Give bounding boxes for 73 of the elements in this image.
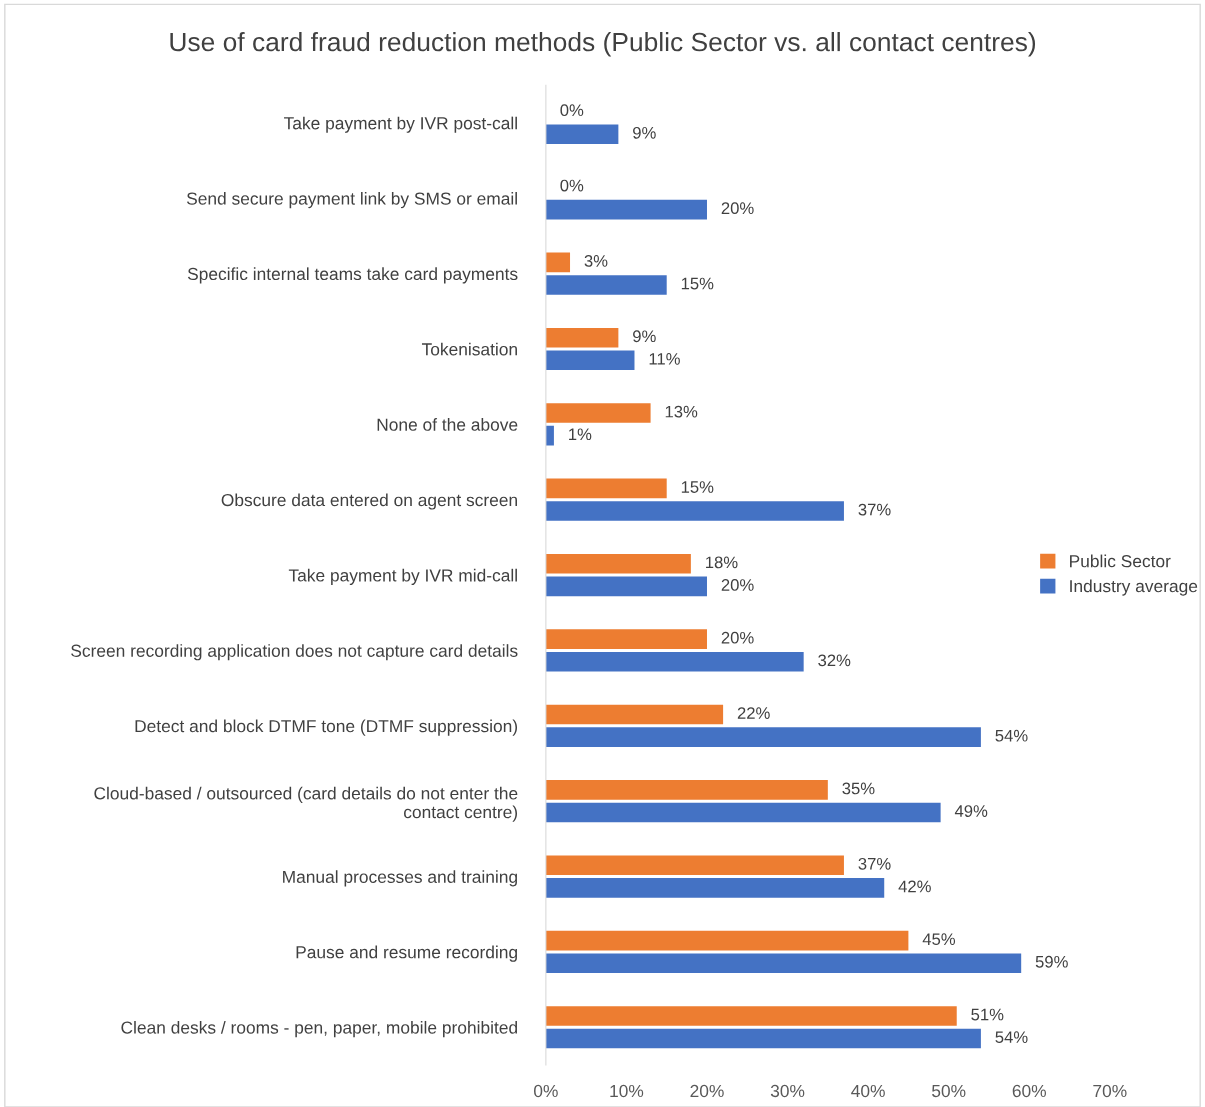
data-label: 1% xyxy=(569,428,592,441)
data-label: 15% xyxy=(681,277,714,290)
data-label: 20% xyxy=(721,579,754,591)
bar xyxy=(545,576,707,597)
y-tick-label: Clean desks / rooms - pen, paper, mobile prohibited xyxy=(121,1020,517,1038)
bar xyxy=(545,478,667,499)
data-label: 35% xyxy=(842,782,875,795)
bar xyxy=(545,275,667,295)
y-tick-label: Specific internal teams take card payments xyxy=(187,267,518,284)
bar xyxy=(545,124,619,145)
data-label: 3% xyxy=(584,255,608,267)
data-label: 20% xyxy=(721,631,754,644)
data-label: 37% xyxy=(858,857,891,870)
bar xyxy=(545,403,651,423)
x-tick-label: 30% xyxy=(770,1084,805,1098)
y-tick-label: Send secure payment link by SMS or email xyxy=(186,191,517,209)
x-tick-label: 60% xyxy=(1012,1084,1046,1098)
bar xyxy=(545,651,804,672)
bar xyxy=(545,855,844,876)
bar xyxy=(545,1028,981,1049)
bar xyxy=(545,704,724,725)
y-tick-label: None of the above xyxy=(377,418,518,431)
data-label: 22% xyxy=(737,707,770,719)
y-tick-label: Pause and resume recording xyxy=(296,945,517,962)
data-label: 51% xyxy=(971,1008,1004,1021)
data-label: 20% xyxy=(721,202,754,215)
chart-title: Use of card fraud reduction methods (Public Sector vs. all contact centres) xyxy=(170,31,1036,57)
y-tick-label: Detect and block DTMF tone (DTMF suppression) xyxy=(135,719,518,736)
data-label: 9% xyxy=(633,330,656,343)
bar xyxy=(545,501,844,521)
data-label: 18% xyxy=(706,556,738,569)
bar xyxy=(545,727,981,747)
bar xyxy=(545,199,707,220)
bar xyxy=(545,350,635,371)
x-tick-label: 10% xyxy=(610,1084,644,1098)
y-tick-label: Take payment by IVR mid-call xyxy=(288,568,517,585)
x-tick-label: 20% xyxy=(690,1084,724,1098)
bar xyxy=(545,252,571,273)
data-label: 9% xyxy=(633,126,656,139)
data-label: 32% xyxy=(818,654,851,667)
bar xyxy=(545,1006,957,1026)
y-tick-label: Take payment by IVR post-call xyxy=(284,116,517,133)
y-tick-label: Obscure data entered on agent screen xyxy=(221,493,517,510)
data-label: 0% xyxy=(560,104,584,117)
y-tick-label: Cloud-based / outsourced (card details do not enter the contact centre) xyxy=(94,786,518,822)
data-label: 11% xyxy=(649,353,680,365)
data-label: 37% xyxy=(858,503,891,516)
data-label: 42% xyxy=(898,880,931,893)
y-tick-label: Tokenisation xyxy=(421,342,517,356)
bar xyxy=(545,878,885,898)
x-tick-label: 50% xyxy=(932,1084,966,1098)
bar xyxy=(545,780,828,800)
y-tick-label: Screen recording application does not capture card details xyxy=(71,644,518,661)
data-label: 0% xyxy=(560,179,584,192)
data-label: 49% xyxy=(954,805,988,817)
bar xyxy=(545,802,941,823)
bar xyxy=(545,953,1022,973)
bar xyxy=(545,930,909,951)
x-tick-label: 0% xyxy=(534,1084,558,1098)
data-label: 54% xyxy=(995,1031,1028,1044)
bar xyxy=(545,629,707,649)
data-label: 13% xyxy=(665,405,698,418)
bar xyxy=(545,327,619,348)
x-tick-label: 70% xyxy=(1093,1084,1127,1098)
y-tick-label: Manual processes and training xyxy=(283,870,517,887)
data-label: 15% xyxy=(681,481,714,493)
data-label: 45% xyxy=(922,933,956,946)
bar xyxy=(545,553,691,574)
data-label: 54% xyxy=(995,729,1028,742)
legend-label: Industry average xyxy=(1070,579,1198,596)
data-label: 59% xyxy=(1035,955,1068,968)
legend-label: Public Sector xyxy=(1070,554,1171,568)
x-tick-label: 40% xyxy=(851,1084,885,1098)
